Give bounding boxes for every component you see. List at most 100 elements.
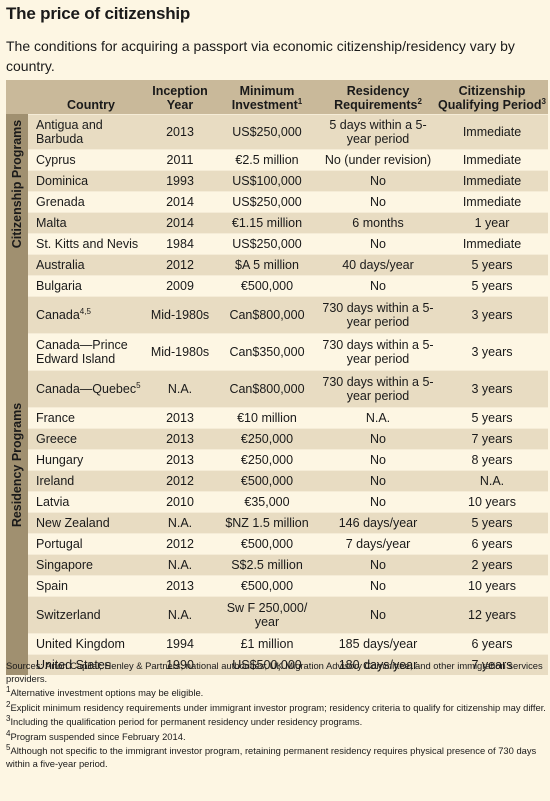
cell-residency: No (under revision): [324, 153, 432, 167]
footnotes: Sources: Arton Capital; Henley & Partner…: [6, 660, 546, 772]
cell-year: 2013: [166, 453, 194, 467]
cell-residency: 730 days within a 5-year period: [322, 375, 434, 403]
cell-year: 1984: [166, 237, 194, 251]
cell-year: N.A.: [167, 516, 193, 530]
cell-year: 2014: [166, 216, 194, 230]
cell-country: Spain: [36, 579, 68, 593]
cell-qualifying: 10 years: [468, 579, 516, 593]
table-row: Portugal 2012 €500,000 7 days/year 6 years: [28, 533, 548, 554]
cell-residency: No: [370, 453, 386, 467]
table-row: Hungary 2013 €250,000 No 8 years: [28, 449, 548, 470]
cell-residency: 730 days within a 5-year period: [322, 338, 434, 366]
table-row: Cyprus 2011 €2.5 million No (under revision…: [28, 149, 548, 170]
footnote: 1Alternative investment options may be e…: [6, 684, 204, 698]
residency-rows: Australia 2012 $A 5 million 40 days/year 5 y…: [28, 254, 548, 675]
cell-qualifying: 3 years: [471, 382, 513, 396]
cell-country: Malta: [36, 216, 67, 230]
table-row: Antigua and Barbuda 2013 US$250,000 5 days …: [28, 114, 548, 149]
cell-country: Canada—Prince Edward Island: [36, 338, 128, 366]
header-investment: Minimum Investment1: [231, 84, 303, 112]
cell-investment: €2.5 million: [235, 153, 299, 167]
table-row: Spain 2013 €500,000 No 10 years: [28, 575, 548, 596]
cell-year: 1993: [166, 174, 194, 188]
cell-country: Latvia: [36, 495, 70, 509]
cell-investment: Can$800,000: [229, 308, 305, 322]
cell-residency: No: [370, 174, 386, 188]
cell-year: N.A.: [167, 382, 193, 396]
cell-residency: No: [370, 195, 386, 209]
cell-residency: No: [370, 279, 386, 293]
header-country: Country: [67, 98, 115, 112]
cell-year: 2013: [166, 411, 194, 425]
cell-qualifying: 6 years: [471, 537, 513, 551]
cell-qualifying: 10 years: [468, 495, 516, 509]
cell-investment: €250,000: [240, 453, 294, 467]
cell-residency: 40 days/year: [342, 258, 414, 272]
cell-year: 1994: [166, 637, 194, 651]
cell-residency: No: [370, 474, 386, 488]
cell-qualifying: 7 years: [471, 658, 513, 672]
cell-residency: No: [370, 579, 386, 593]
cell-country: Antigua and Barbuda: [36, 118, 103, 146]
cell-investment: US$250,000: [232, 125, 302, 139]
cell-year: N.A.: [167, 608, 193, 622]
cell-year: 2011: [166, 153, 194, 167]
cell-year: N.A.: [167, 558, 193, 572]
cell-qualifying: 1 year: [474, 216, 510, 230]
page-title: The price of citizenship: [6, 4, 191, 23]
cell-country: New Zealand: [36, 516, 110, 530]
cell-year: Mid-1980s: [150, 308, 210, 322]
cell-year: 2010: [166, 495, 194, 509]
cell-investment: €1.15 million: [231, 216, 303, 230]
cell-qualifying: Immediate: [462, 237, 522, 251]
cell-qualifying: 3 years: [471, 345, 513, 359]
cell-country: France: [36, 411, 75, 425]
cell-year: 2012: [166, 258, 194, 272]
cell-investment: Can$800,000: [229, 382, 305, 396]
cell-investment: €250,000: [240, 432, 294, 446]
cell-residency: 7 days/year: [345, 537, 411, 551]
cell-investment: €500,000: [240, 579, 294, 593]
cell-qualifying: 5 years: [471, 516, 513, 530]
cell-qualifying: 2 years: [471, 558, 513, 572]
cell-country: United States: [36, 658, 112, 672]
cell-qualifying: 8 years: [471, 453, 513, 467]
cell-country: Cyprus: [36, 153, 76, 167]
cell-investment: US$250,000: [232, 195, 302, 209]
cell-country: Canada4,5: [36, 306, 91, 322]
cell-country: Portugal: [36, 537, 83, 551]
cell-residency: 5 days within a 5-year period: [329, 118, 427, 146]
cell-residency: No: [370, 432, 386, 446]
table-row: Malta 2014 €1.15 million 6 months 1 year: [28, 212, 548, 233]
cell-year: 1990: [166, 658, 194, 672]
cell-year: 2013: [166, 432, 194, 446]
citizenship-programs-label: Citizenship Programs: [6, 114, 28, 254]
table-row: Canada4,5 Mid-1980s Can$800,000 730 days wi…: [28, 296, 548, 333]
cell-country: Grenada: [36, 195, 85, 209]
table-row: Singapore N.A. S$2.5 million No 2 years: [28, 554, 548, 575]
cell-investment: €35,000: [244, 495, 290, 509]
cell-qualifying: Immediate: [462, 195, 522, 209]
cell-investment: £1 million: [240, 637, 294, 651]
cell-residency: No: [370, 558, 386, 572]
cell-year: 2013: [166, 125, 194, 139]
table-row: France 2013 €10 million N.A. 5 years: [28, 407, 548, 428]
cell-investment: US$500,000: [232, 658, 302, 672]
cell-investment: US$100,000: [232, 174, 302, 188]
cell-residency: 730 days within a 5-year period: [322, 301, 434, 329]
header-year: Inception Year: [152, 84, 208, 112]
sources-note: Sources: Arton Capital; Henley & Partner…: [6, 660, 543, 684]
cell-qualifying: 12 years: [468, 608, 516, 622]
table-row: Greece 2013 €250,000 No 7 years: [28, 428, 548, 449]
cell-qualifying: 3 years: [471, 308, 513, 322]
citizenship-rows: Antigua and Barbuda 2013 US$250,000 5 days …: [28, 114, 548, 254]
cell-investment: €500,000: [240, 474, 294, 488]
table-row: Switzerland N.A. Sw F 250,000/ year No 12 ye…: [28, 596, 548, 633]
cell-country: Hungary: [36, 453, 84, 467]
table-row: Australia 2012 $A 5 million 40 days/year 5 y…: [28, 254, 548, 275]
citizenship-programs-group: Citizenship Programs Antigua and Barbuda…: [6, 114, 548, 254]
cell-year: 2014: [166, 195, 194, 209]
cell-country: United Kingdom: [36, 637, 125, 651]
cell-country: Dominica: [36, 174, 89, 188]
cell-investment: €500,000: [240, 279, 294, 293]
